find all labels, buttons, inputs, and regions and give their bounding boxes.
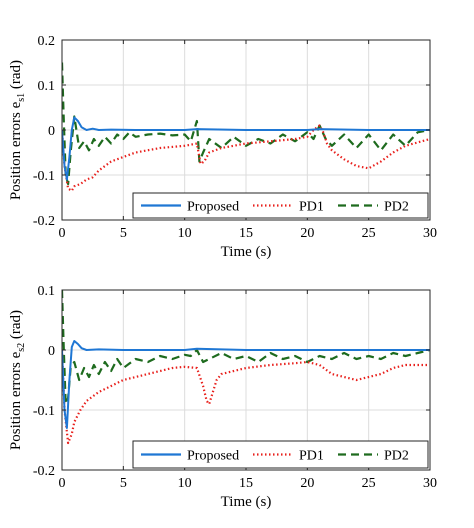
x-tick-label: 20	[300, 476, 314, 491]
legend-label-proposed: Proposed	[187, 200, 239, 215]
x-tick-label: 20	[300, 226, 314, 241]
y-tick-label: 0.2	[38, 34, 56, 49]
series-line-pd2	[62, 62, 430, 186]
legend-box	[132, 440, 429, 469]
legend-box	[132, 192, 429, 219]
x-tick-label: 15	[239, 476, 253, 491]
chart-panel-top: 0 5 10 15 20 25 30 -0.2 -0.1 0 0.1 0.2 Time (s) Posit…	[8, 34, 437, 260]
x-tick-label: 30	[423, 226, 437, 241]
x-tick-label: 25	[362, 476, 376, 491]
x-tick-label: 15	[239, 226, 253, 241]
x-tick-label: 0	[59, 476, 66, 491]
series-group	[62, 62, 430, 192]
legend-label-pd1: PD1	[299, 200, 324, 215]
series-line-pd1	[62, 124, 430, 192]
x-tick-label: 10	[178, 476, 192, 491]
y-tick-label: 0.1	[38, 79, 56, 94]
x-axis-label: Time (s)	[221, 494, 272, 510]
y-axis-label: Position errors es2 (rad)	[8, 310, 27, 450]
y-tick-label: -0.1	[33, 404, 55, 419]
legend: Proposed PD1 PD2	[132, 192, 429, 219]
legend-label-proposed: Proposed	[187, 449, 239, 464]
x-tick-label: 5	[120, 476, 127, 491]
x-tick-label: 25	[362, 226, 376, 241]
legend-label-pd2: PD2	[384, 449, 409, 464]
y-tick-label: 0.1	[38, 284, 56, 299]
x-tick-label: 0	[59, 226, 66, 241]
y-tick-label: -0.1	[33, 169, 55, 184]
legend: Proposed PD1 PD2	[132, 440, 429, 469]
y-tick-label: -0.2	[33, 214, 55, 229]
legend-label-pd2: PD2	[384, 200, 409, 215]
y-tick-label: -0.2	[33, 464, 55, 479]
series-group	[62, 290, 430, 445]
series-line-proposed	[62, 340, 430, 429]
chart-panel-bottom: 0 5 10 15 20 25 30 -0.2 -0.1 0 0.1 Time (s) Position…	[8, 284, 437, 510]
legend-label-pd1: PD1	[299, 449, 324, 464]
y-axis-label: Position errors es1 (rad)	[8, 60, 27, 200]
x-tick-label: 10	[178, 226, 192, 241]
y-tick-label: 0	[48, 344, 55, 359]
x-axis-label: Time (s)	[221, 244, 272, 260]
x-tick-label: 5	[120, 226, 127, 241]
series-line-pd2	[62, 290, 430, 406]
series-line-proposed	[62, 116, 430, 181]
x-tick-label: 30	[423, 476, 437, 491]
y-tick-label: 0	[48, 124, 55, 139]
